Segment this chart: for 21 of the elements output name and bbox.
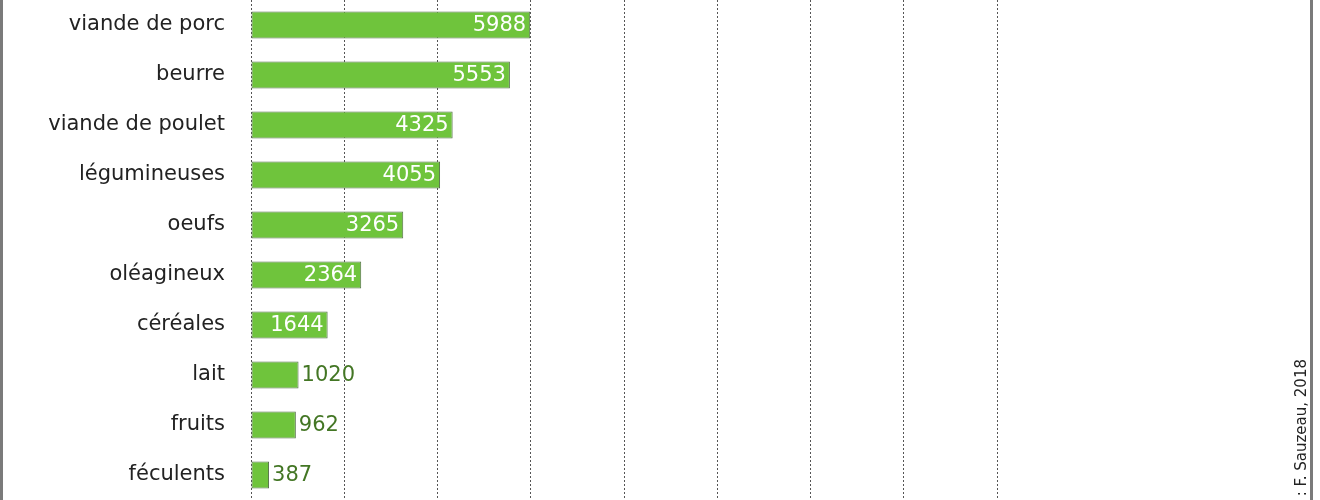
- data-label: 5553: [452, 62, 506, 87]
- y-tick-label: beurre: [156, 61, 225, 86]
- data-label: 962: [298, 412, 339, 437]
- data-label: 3265: [345, 212, 400, 237]
- data-label: 2364: [303, 262, 358, 287]
- y-tick-label: oléagineux: [109, 261, 225, 286]
- data-label: 5988: [472, 12, 527, 37]
- text: : F. Sauzeau, 2018: [1292, 358, 1310, 496]
- y-tick-label: céréales: [136, 311, 225, 336]
- data-label: 387: [272, 462, 313, 487]
- data-label: 1644: [270, 312, 324, 337]
- y-tick-label: viande de poulet: [48, 111, 225, 136]
- data-label: 4055: [382, 162, 437, 187]
- y-tick-label: légumineuses: [78, 161, 225, 186]
- y-tick-label: oeufs: [167, 211, 225, 236]
- data-label: 4325: [395, 112, 449, 137]
- y-tick-label: fruits: [170, 411, 225, 436]
- y-tick-label: lait: [192, 361, 225, 386]
- y-tick-label: féculents: [128, 461, 225, 486]
- data-label: 1020: [301, 362, 356, 387]
- y-tick-label: viande de porc: [68, 11, 225, 36]
